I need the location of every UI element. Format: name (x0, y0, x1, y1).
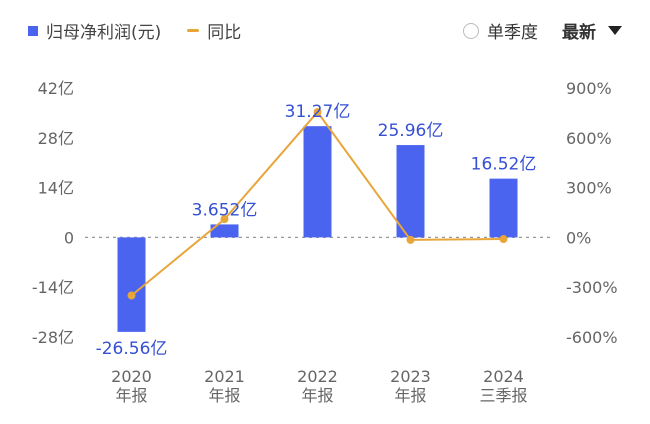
right-tick-label: 0% (566, 228, 591, 247)
radio-icon[interactable] (463, 22, 479, 39)
right-axis: 900% 600% 300% 0% -300% -600% (566, 79, 618, 347)
right-tick-label: -300% (566, 278, 618, 297)
x-report-label: 年报 (115, 386, 147, 405)
legend-item-net-profit[interactable]: 归母净利润(元) (28, 18, 161, 43)
left-axis: 42亿 28亿 14亿 0 -14亿 -28亿 (32, 79, 74, 347)
yoy-series (127, 108, 508, 300)
single-quarter-label: 单季度 (487, 23, 538, 43)
left-tick-label: 42亿 (38, 79, 74, 98)
x-report-label: 年报 (301, 386, 333, 405)
left-tick-label: -28亿 (32, 328, 74, 347)
x-report-label: 年报 (394, 386, 426, 405)
legend-net-profit-label: 归母净利润(元) (46, 23, 162, 43)
yoy-point[interactable] (499, 235, 508, 244)
period-dropdown-label: 最新 (562, 23, 596, 43)
right-tick-label: 600% (566, 129, 612, 148)
left-tick-label: -14亿 (32, 278, 74, 297)
bar-value-label: 16.52亿 (471, 155, 537, 175)
yoy-point[interactable] (127, 291, 136, 300)
yoy-point[interactable] (313, 108, 322, 117)
yoy-point[interactable] (220, 215, 229, 224)
profit-bar[interactable] (489, 178, 518, 238)
left-tick-label: 28亿 (38, 129, 74, 148)
chart-controls: 单季度 最新 (463, 18, 622, 43)
x-report-label: 三季报 (479, 386, 527, 405)
x-year-label: 2023 (390, 367, 431, 386)
bar-series (117, 126, 518, 332)
bar-swatch-icon (28, 25, 38, 36)
bar-value-label: 31.27亿 (285, 102, 351, 122)
right-tick-label: 300% (566, 179, 612, 198)
left-tick-label: 0 (64, 228, 74, 247)
yoy-point[interactable] (406, 235, 415, 244)
right-tick-label: -600% (566, 328, 618, 347)
bar-value-label: -26.56亿 (96, 339, 168, 359)
caret-down-icon (608, 26, 622, 35)
bar-value-label: 25.96亿 (378, 121, 444, 141)
period-dropdown[interactable]: 最新 (562, 18, 622, 43)
line-swatch-icon (187, 29, 200, 32)
legend: 归母净利润(元) 同比 (28, 18, 267, 43)
x-year-label: 2020 (111, 367, 152, 386)
single-quarter-toggle[interactable]: 单季度 (463, 18, 538, 43)
data-labels: -26.56亿 3.652亿 31.27亿 25.96亿 16.52亿 (96, 102, 537, 359)
right-tick-label: 900% (566, 79, 612, 98)
legend-yoy-label: 同比 (207, 23, 242, 43)
x-year-label: 2024 (483, 367, 524, 386)
profit-bar[interactable] (303, 126, 332, 238)
profit-bar[interactable] (396, 145, 425, 238)
profit-bar[interactable] (117, 237, 146, 332)
legend-item-yoy[interactable]: 同比 (187, 18, 241, 43)
left-tick-label: 14亿 (38, 179, 74, 198)
profit-bar[interactable] (210, 224, 239, 238)
bar-value-label: 3.652亿 (192, 200, 258, 220)
x-report-label: 年报 (208, 386, 240, 405)
x-year-label: 2021 (204, 367, 245, 386)
x-year-label: 2022 (297, 367, 338, 386)
